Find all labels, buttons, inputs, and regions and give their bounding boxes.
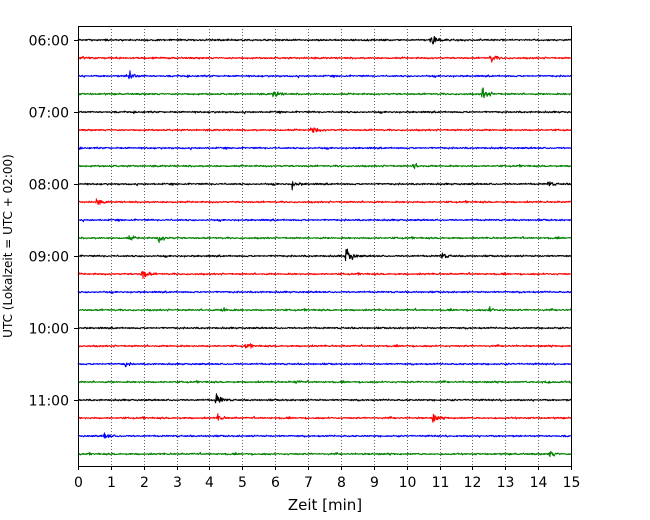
trace-line-1045: [77, 379, 572, 384]
y-axis-label: UTC (Lokalzeit = UTC + 02:00): [1, 154, 15, 338]
trace-line-0815: [77, 198, 572, 205]
y-axis-ticks: 06:00 07:00 08:00 09:00 10:00 11:00: [29, 34, 78, 410]
trace-line-0845: [77, 235, 572, 244]
trace-line-0730: [77, 146, 572, 151]
y-tick-label: 09:00: [29, 250, 69, 266]
trace-line-0700: [77, 110, 572, 115]
x-tick-label: 0: [74, 475, 83, 491]
x-tick-label: 1: [107, 475, 116, 491]
x-tick-label: 11: [432, 475, 450, 491]
trace-line-1015: [77, 343, 572, 349]
x-tick-label: 5: [238, 475, 247, 491]
trace-line-0745: [77, 162, 572, 170]
y-tick-label: 08:00: [29, 178, 69, 194]
x-axis-ticks: 0 1 2 3 4 5 6 7 8 9 10 11 12 13 14 15: [74, 466, 580, 491]
trace-line-1000: [77, 326, 572, 330]
trace-line-0715: [77, 127, 572, 133]
y-tick-label: 11:00: [29, 394, 69, 410]
trace-line-0930: [77, 290, 572, 294]
x-tick-label: 14: [530, 475, 548, 491]
x-tick-label: 9: [370, 475, 379, 491]
trace-line-0830: [77, 218, 572, 223]
trace-line-0630: [77, 70, 572, 80]
x-tick-label: 6: [271, 475, 280, 491]
x-tick-label: 13: [497, 475, 515, 491]
trace-layer: [77, 35, 572, 458]
trace-line-0900: [77, 248, 572, 262]
x-tick-label: 4: [205, 475, 214, 491]
trace-line-0600: [77, 35, 572, 45]
x-tick-label: 12: [464, 475, 482, 491]
x-tick-label: 15: [563, 475, 581, 491]
trace-line-0915: [77, 270, 572, 279]
trace-line-0800: [77, 181, 572, 191]
x-tick-label: 7: [304, 475, 313, 491]
trace-line-1115: [77, 413, 572, 423]
x-tick-label: 10: [399, 475, 417, 491]
trace-line-0645: [77, 87, 572, 99]
x-tick-label: 8: [337, 475, 346, 491]
y-tick-label: 10:00: [29, 322, 69, 338]
trace-line-1100: [77, 393, 572, 404]
y-tick-label: 06:00: [29, 34, 69, 50]
trace-line-0945: [77, 305, 572, 312]
x-axis-label: Zeit [min]: [288, 496, 362, 514]
grid-layer: [111, 26, 539, 466]
plot-frame: [78, 26, 572, 467]
trace-line-1130: [77, 432, 572, 439]
x-tick-label: 3: [173, 475, 182, 491]
y-tick-label: 07:00: [29, 106, 69, 122]
trace-line-0615: [77, 55, 572, 63]
x-tick-label: 2: [140, 475, 149, 491]
trace-line-1145: [77, 450, 572, 458]
trace-line-1030: [77, 362, 572, 368]
